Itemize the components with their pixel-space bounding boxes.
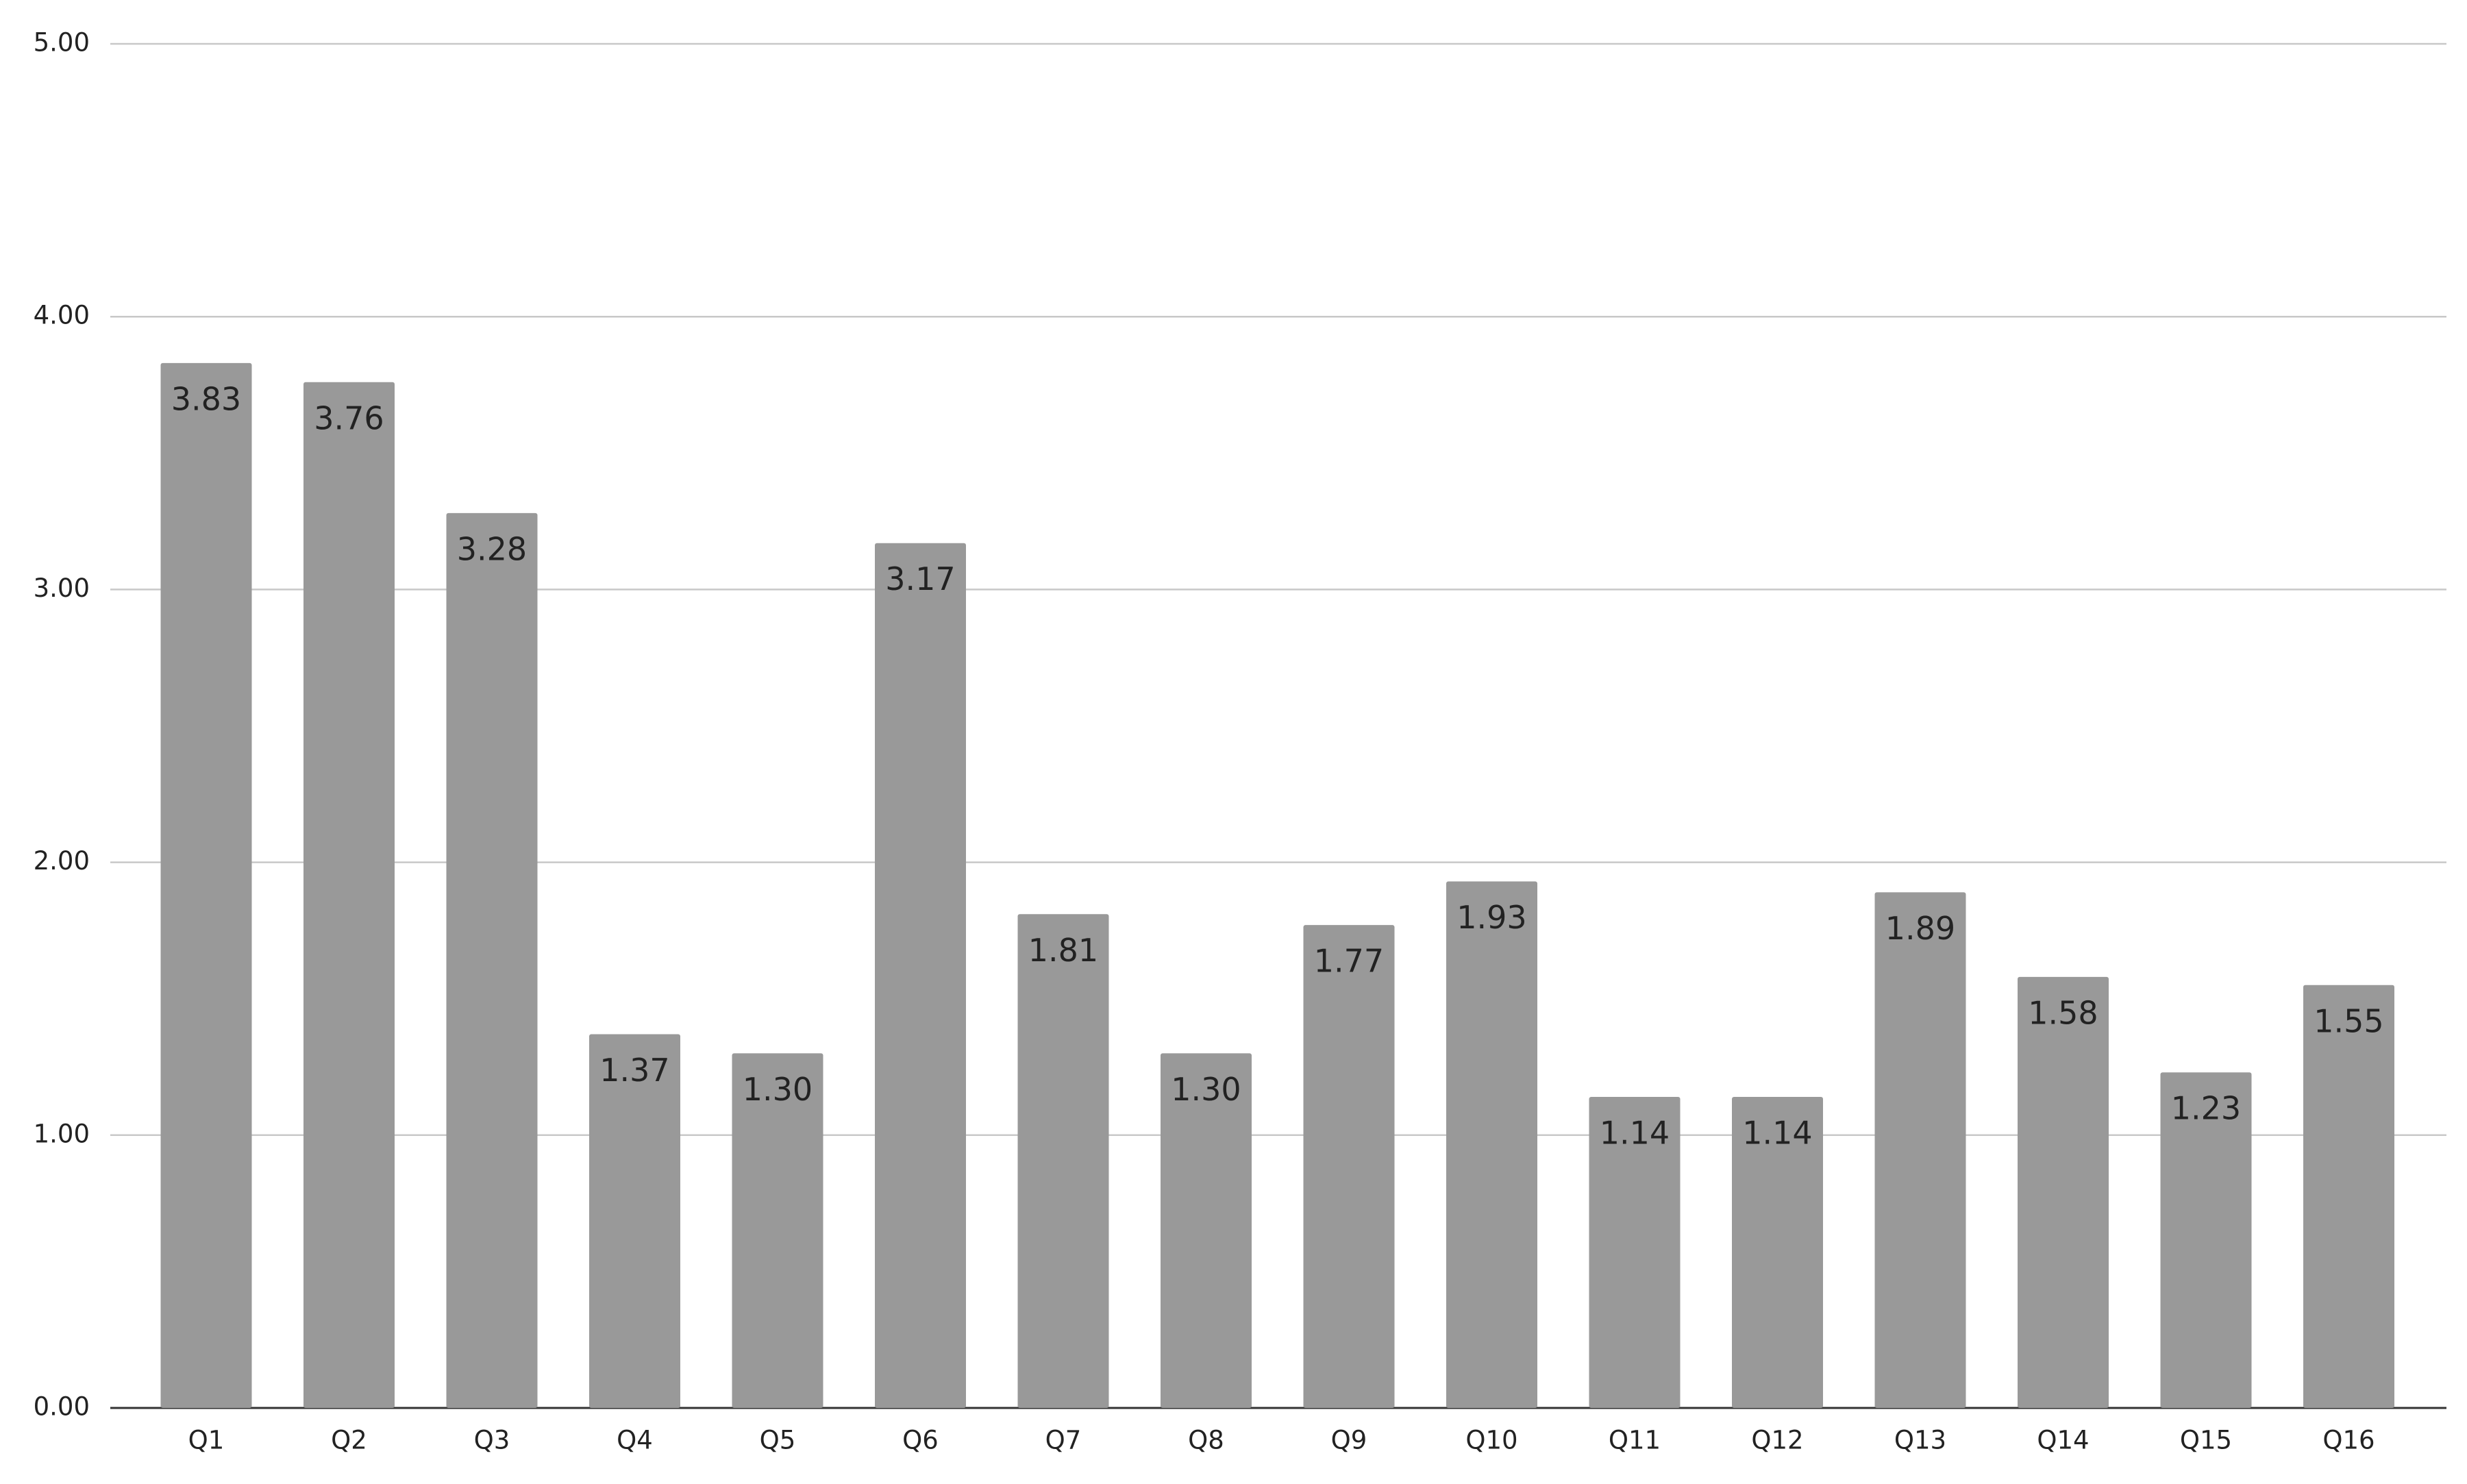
value-label: 1.30 [1171, 1071, 1241, 1108]
value-label: 1.77 [1314, 943, 1384, 980]
value-label: 1.14 [1600, 1115, 1670, 1152]
x-tick-label: Q10 [1465, 1426, 1517, 1455]
x-tick-label: Q11 [1609, 1426, 1661, 1455]
bar [160, 362, 252, 1408]
bar [1446, 881, 1537, 1408]
x-tick-label: Q14 [2037, 1426, 2089, 1455]
value-label: 1.89 [1885, 910, 1955, 947]
y-tick-label: 0.00 [34, 1392, 90, 1422]
bar [2303, 985, 2394, 1408]
x-tick-label: Q6 [902, 1426, 939, 1455]
x-tick-label: Q16 [2322, 1426, 2375, 1455]
bar [1303, 925, 1395, 1408]
x-tick-label: Q12 [1751, 1426, 1803, 1455]
y-tick-label: 3.00 [34, 573, 90, 603]
bar [1589, 1097, 1681, 1408]
bar [2018, 976, 2109, 1408]
value-label: 1.23 [2171, 1090, 2241, 1127]
bar [1017, 914, 1109, 1408]
y-tick-label: 5.00 [34, 28, 90, 58]
value-label: 1.14 [1742, 1115, 1812, 1152]
x-tick-label: Q2 [331, 1426, 367, 1455]
bar [1874, 892, 1966, 1408]
x-tick-label: Q15 [2180, 1426, 2232, 1455]
value-label: 3.76 [314, 399, 384, 436]
value-label: 1.30 [743, 1071, 813, 1108]
x-tick-label: Q5 [760, 1426, 796, 1455]
value-label: 1.58 [2028, 994, 2098, 1031]
x-tick-label: Q3 [474, 1426, 510, 1455]
x-tick-label: Q7 [1045, 1426, 1082, 1455]
y-tick-label: 4.00 [34, 301, 90, 330]
value-label: 1.55 [2314, 1002, 2383, 1039]
bar [2160, 1072, 2252, 1408]
bar [303, 382, 395, 1408]
y-tick-label: 2.00 [34, 846, 90, 876]
y-tick-label: 1.00 [34, 1119, 90, 1148]
bar [1161, 1053, 1252, 1408]
x-tick-label: Q4 [617, 1426, 653, 1455]
bar [1732, 1097, 1823, 1408]
value-label: 1.93 [1456, 899, 1526, 936]
value-label: 3.83 [171, 380, 241, 417]
value-label: 1.37 [599, 1052, 669, 1089]
bar [732, 1053, 823, 1408]
x-tick-label: Q13 [1894, 1426, 1946, 1455]
bar [446, 512, 538, 1408]
value-label: 3.17 [885, 560, 955, 597]
x-tick-label: Q9 [1331, 1426, 1367, 1455]
value-label: 1.81 [1028, 932, 1098, 969]
bar [875, 543, 966, 1408]
x-tick-label: Q1 [188, 1426, 225, 1455]
bar [589, 1034, 680, 1408]
value-label: 3.28 [457, 530, 527, 567]
x-tick-label: Q8 [1188, 1426, 1224, 1455]
